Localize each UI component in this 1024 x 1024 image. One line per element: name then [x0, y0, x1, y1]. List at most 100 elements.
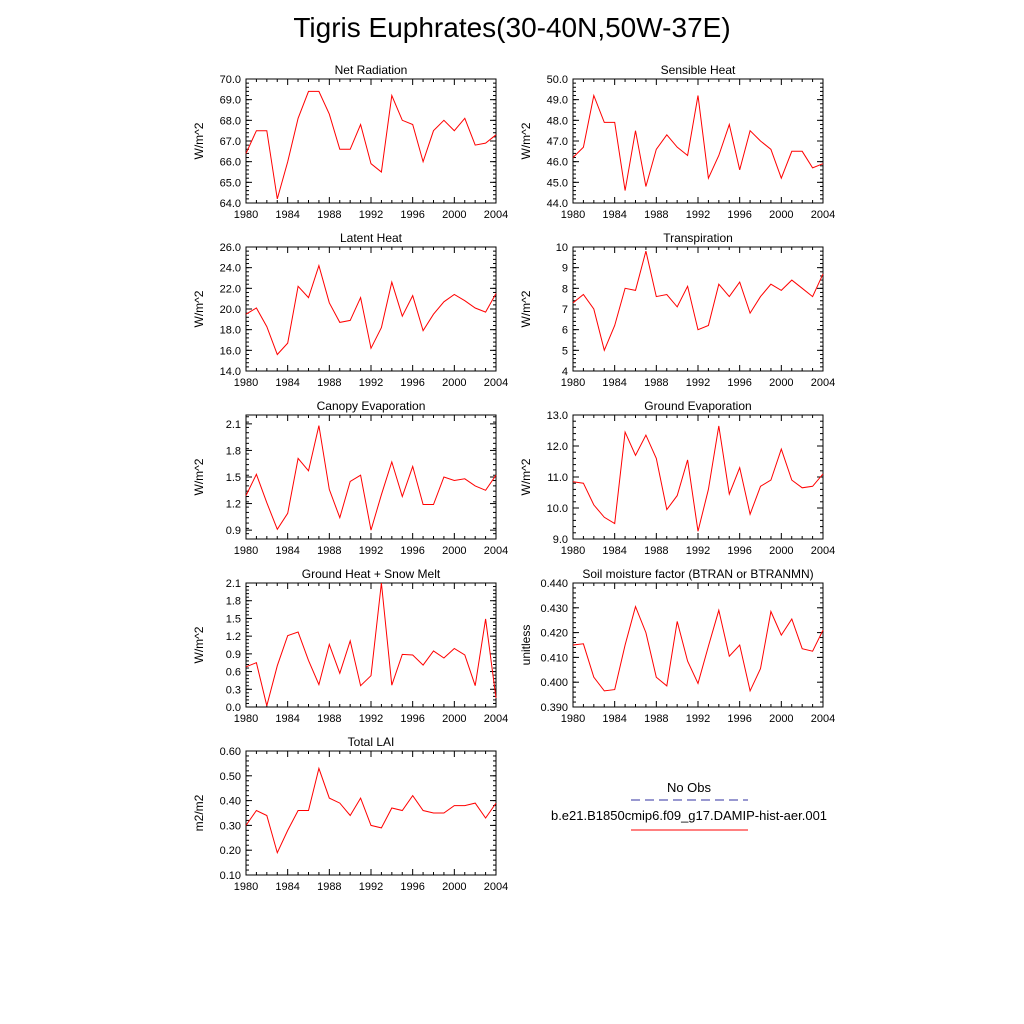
x-tick-label: 1980: [561, 377, 585, 389]
chart-panel-canopy-evaporation: Canopy Evaporation W/m^2 1980 1984 1988 1992 1…: [192, 399, 508, 557]
chart-panel-ground-evaporation: Ground Evaporation W/m^2 1980 1984 1988 1992 1…: [519, 399, 835, 557]
y-tick-label: 2.1: [226, 578, 241, 590]
x-tick-label: 1980: [561, 209, 585, 221]
x-tick-label: 2000: [769, 377, 793, 389]
x-tick-label: 1996: [400, 881, 424, 893]
x-tick-label: 2000: [442, 881, 466, 893]
x-tick-label: 1992: [359, 209, 383, 221]
x-tick-label: 1984: [275, 713, 299, 725]
y-axis-label: unitless: [519, 625, 533, 666]
series-line: [572, 93, 824, 191]
y-tick-label: 44.0: [547, 198, 568, 210]
y-tick-label: 0.50: [220, 771, 241, 783]
y-tick-label: 4: [562, 366, 568, 378]
x-tick-label: 1992: [686, 713, 710, 725]
y-tick-label: 0.40: [220, 796, 241, 808]
y-tick-label: 1.2: [226, 631, 241, 643]
x-tick-label: 1984: [275, 881, 299, 893]
y-tick-label: 26.0: [220, 242, 241, 254]
x-tick-label: 1992: [359, 881, 383, 893]
x-tick-label: 1988: [644, 209, 668, 221]
chart-panel-ground-heat-snow-melt: Ground Heat + Snow Melt W/m^2 1980 1984 1988…: [192, 567, 508, 725]
x-tick-label: 1984: [275, 377, 299, 389]
y-tick-label: 48.0: [547, 115, 568, 127]
y-tick-label: 0.390: [540, 702, 568, 714]
x-tick-label: 1988: [317, 377, 341, 389]
x-tick-label: 1988: [317, 881, 341, 893]
x-tick-label: 2004: [811, 545, 835, 557]
x-tick-label: 1996: [727, 209, 751, 221]
y-tick-label: 18.0: [220, 325, 241, 337]
x-tick-label: 2004: [811, 209, 835, 221]
y-tick-label: 0.430: [540, 603, 568, 615]
x-tick-label: 1980: [561, 545, 585, 557]
plot-frame: [245, 582, 497, 708]
legend-obs-label: No Obs: [667, 780, 712, 795]
x-tick-label: 2004: [811, 377, 835, 389]
x-tick-label: 1992: [686, 209, 710, 221]
x-tick-label: 1996: [727, 713, 751, 725]
panel-title: Canopy Evaporation: [317, 399, 426, 413]
y-tick-label: 0.60: [220, 746, 241, 758]
x-tick-label: 1984: [275, 209, 299, 221]
y-tick-label: 49.0: [547, 95, 568, 107]
y-tick-label: 8: [562, 283, 568, 295]
y-tick-label: 1.5: [226, 613, 241, 625]
y-tick-label: 0.3: [226, 684, 241, 696]
plot-frame: [572, 246, 824, 372]
y-tick-label: 11.0: [547, 472, 568, 484]
y-tick-label: 0.0: [226, 702, 241, 714]
y-tick-label: 0.410: [540, 652, 568, 664]
x-tick-label: 1980: [234, 209, 258, 221]
series-line: [572, 425, 824, 532]
y-tick-label: 65.0: [220, 177, 241, 189]
x-tick-label: 2000: [442, 713, 466, 725]
y-tick-label: 0.10: [220, 870, 241, 882]
y-axis-label: W/m^2: [192, 626, 206, 663]
x-tick-label: 1988: [644, 545, 668, 557]
y-tick-label: 9: [562, 263, 568, 275]
y-tick-label: 0.440: [540, 578, 568, 590]
y-tick-label: 0.9: [226, 525, 241, 537]
y-tick-label: 5: [562, 345, 568, 357]
y-tick-label: 0.9: [226, 649, 241, 661]
chart-panel-total-lai: Total LAI m2/m2 1980 1984 1988 1992 1996 2000 20…: [192, 735, 508, 893]
x-tick-label: 1984: [602, 377, 626, 389]
y-tick-label: 13.0: [547, 410, 568, 422]
y-axis-label: W/m^2: [519, 290, 533, 327]
y-tick-label: 16.0: [220, 345, 241, 357]
x-tick-label: 1984: [275, 545, 299, 557]
chart-panel-latent-heat: Latent Heat W/m^2 1980 1984 1988 1992 1996 2000…: [192, 231, 508, 389]
x-tick-label: 1996: [400, 377, 424, 389]
y-tick-label: 14.0: [220, 366, 241, 378]
x-tick-label: 1980: [234, 881, 258, 893]
x-tick-label: 2000: [442, 209, 466, 221]
y-tick-label: 10.0: [547, 503, 568, 515]
x-tick-label: 1984: [602, 713, 626, 725]
x-tick-label: 2004: [484, 209, 508, 221]
chart-panel-soil-moisture-factor-btran-or-btranmn: Soil moisture factor (BTRAN or BTRANMN) u…: [519, 567, 835, 725]
plot-frame: [572, 582, 824, 708]
y-tick-label: 0.400: [540, 677, 568, 689]
y-tick-label: 6: [562, 325, 568, 337]
x-tick-label: 2000: [769, 209, 793, 221]
y-tick-label: 0.6: [226, 667, 241, 679]
panel-title: Ground Heat + Snow Melt: [302, 567, 441, 581]
x-tick-label: 2004: [811, 713, 835, 725]
y-axis-label: m2/m2: [192, 794, 206, 831]
y-tick-label: 1.5: [226, 472, 241, 484]
chart-panel-net-radiation: Net Radiation W/m^2 1980 1984 1988 1992 1996 20…: [192, 63, 508, 221]
x-tick-label: 1988: [644, 713, 668, 725]
x-tick-label: 1980: [234, 545, 258, 557]
y-tick-label: 0.30: [220, 820, 241, 832]
y-tick-label: 20.0: [220, 304, 241, 316]
x-tick-label: 2000: [769, 545, 793, 557]
series-line: [245, 263, 497, 356]
panel-title: Transpiration: [663, 231, 733, 245]
x-tick-label: 1992: [686, 377, 710, 389]
series-line: [245, 90, 497, 200]
y-tick-label: 9.0: [553, 534, 568, 546]
y-tick-label: 2.1: [226, 419, 241, 431]
chart-panel-sensible-heat: Sensible Heat W/m^2 1980 1984 1988 1992 1996 20…: [519, 63, 835, 221]
plot-frame: [572, 414, 824, 540]
